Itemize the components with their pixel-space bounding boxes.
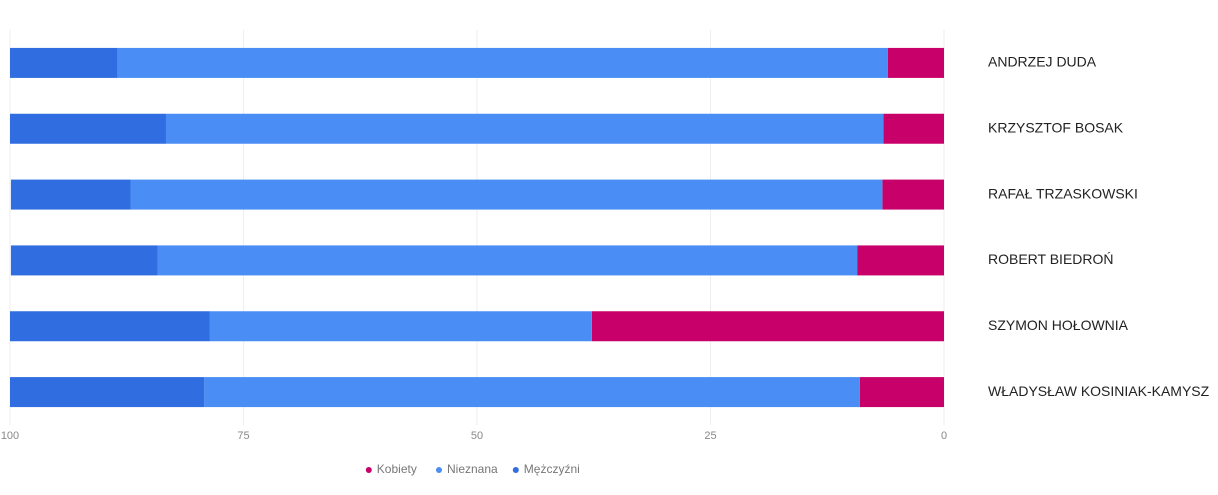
bar-segment bbox=[887, 47, 944, 78]
x-tick-label: 100 bbox=[1, 430, 19, 442]
category-label: ANDRZEJ DUDA bbox=[988, 54, 1097, 70]
bar-segment bbox=[10, 377, 205, 408]
bar-segment bbox=[10, 113, 166, 144]
legend-label[interactable]: Mężczyźni bbox=[524, 462, 580, 476]
bar-segment bbox=[883, 113, 944, 144]
bar-segment bbox=[591, 311, 944, 342]
category-label: ROBERT BIEDROŃ bbox=[988, 251, 1114, 267]
bar-segment bbox=[117, 47, 888, 78]
legend-label[interactable]: Nieznana bbox=[447, 462, 498, 476]
legend-marker bbox=[436, 467, 442, 473]
bar-segment bbox=[165, 113, 884, 144]
category-label: RAFAŁ TRZASKOWSKI bbox=[988, 185, 1138, 201]
bar-segment bbox=[204, 377, 860, 408]
legend-marker bbox=[365, 467, 372, 473]
x-tick-label: 25 bbox=[704, 430, 716, 442]
x-tick-label: 75 bbox=[237, 430, 249, 442]
category-label: WŁADYSŁAW KOSINIAK-KAMYSZ bbox=[988, 383, 1210, 399]
bar-segment bbox=[859, 377, 944, 408]
category-label: KRZYSZTOF BOSAK bbox=[988, 119, 1124, 135]
bar-segment bbox=[10, 47, 118, 78]
bar-segment bbox=[130, 179, 883, 210]
bar-segment bbox=[157, 245, 858, 276]
x-tick-label: 0 bbox=[941, 430, 947, 442]
category-label: SZYMON HOŁOWNIA bbox=[988, 317, 1129, 333]
bar-segment bbox=[857, 245, 944, 276]
x-tick-label: 50 bbox=[471, 430, 483, 442]
legend-marker bbox=[512, 467, 519, 473]
bar-segment bbox=[209, 311, 592, 342]
bar-segment bbox=[10, 179, 131, 210]
bar-segment bbox=[882, 179, 944, 210]
legend-label[interactable]: Kobiety bbox=[377, 462, 417, 476]
bar-segment bbox=[10, 311, 210, 342]
bar-segment bbox=[10, 245, 158, 276]
